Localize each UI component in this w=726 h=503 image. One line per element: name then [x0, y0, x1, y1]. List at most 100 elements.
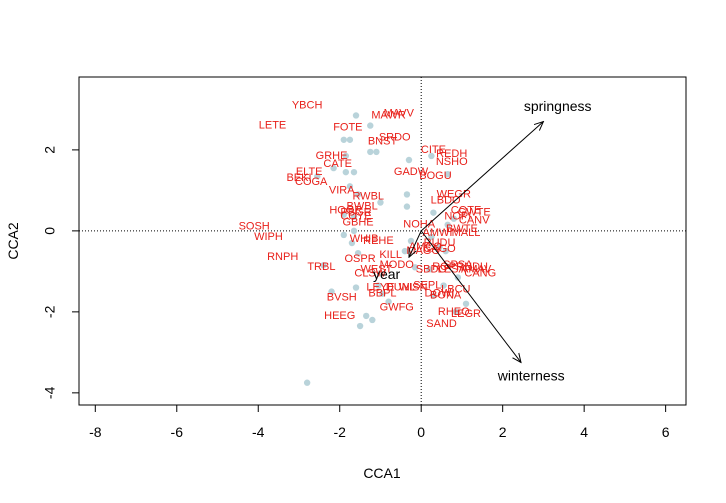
- site-point: [350, 227, 358, 235]
- species-label: AMCO: [409, 241, 442, 253]
- site-point: [340, 211, 347, 218]
- site-point: [442, 247, 449, 255]
- reference-lines: [79, 77, 686, 405]
- site-point: [385, 298, 392, 305]
- x-axis: -8 -6 -4 -2 0 2 4 6: [89, 404, 670, 440]
- species-label: COGA: [295, 176, 328, 188]
- species-label: MODO: [380, 259, 415, 271]
- site-point: [352, 284, 360, 291]
- species-label: OSPR: [345, 253, 376, 265]
- site-point: [348, 239, 356, 247]
- species-label: CAGO: [423, 243, 456, 255]
- site-point: [354, 191, 362, 198]
- site-point: [363, 312, 370, 320]
- species-label: MAVV: [384, 107, 415, 119]
- y-tick-label: 2: [42, 146, 58, 154]
- site-point: [411, 264, 419, 271]
- species-label: LEYE: [366, 281, 394, 293]
- species-label: KILL: [379, 249, 402, 261]
- species-label: LESA: [438, 263, 467, 275]
- species-label: VIRA: [329, 184, 355, 196]
- site-point: [340, 231, 347, 239]
- species-label: AMWI: [423, 227, 453, 239]
- site-point: [350, 213, 358, 220]
- species-label: WIPH: [254, 231, 283, 243]
- species-label: REDH: [436, 148, 467, 160]
- species-label: DUNL: [386, 281, 416, 293]
- site-points: [303, 112, 470, 386]
- species-label: CANV: [459, 215, 490, 227]
- species-label: SBDO: [416, 263, 448, 275]
- site-point: [342, 168, 350, 176]
- y-axis: -4 -2 0 2: [42, 146, 80, 399]
- environment-vectors: springness winterness year: [373, 98, 592, 383]
- y-axis-title: CCA2: [5, 222, 21, 260]
- species-label: LBDO: [431, 194, 461, 206]
- site-point: [426, 266, 433, 273]
- site-point: [403, 203, 411, 210]
- x-tick-label: -4: [252, 424, 265, 440]
- site-point: [367, 148, 374, 156]
- site-point: [342, 152, 350, 160]
- species-label: RWBL: [352, 190, 384, 202]
- site-point: [369, 316, 376, 324]
- x-axis-title: CCA1: [363, 465, 401, 481]
- species-label: PBGR: [340, 207, 371, 219]
- site-point: [430, 209, 437, 216]
- site-point: [375, 282, 382, 289]
- species-label: SAND: [426, 318, 457, 330]
- site-point: [454, 274, 462, 281]
- species-label: BEKI: [286, 172, 311, 184]
- site-point: [346, 183, 354, 190]
- species-label: BVSH: [327, 292, 357, 304]
- species-label: RHEO: [438, 306, 470, 318]
- site-point: [450, 215, 457, 222]
- species-label: YBCH: [292, 99, 323, 111]
- species-label: GWTE: [458, 207, 491, 219]
- species-label: MALL: [452, 227, 481, 239]
- species-label: AMAV: [461, 263, 492, 275]
- site-point: [444, 221, 451, 229]
- species-label: BOGU: [419, 170, 451, 182]
- species-label: NSHO: [436, 156, 468, 168]
- x-tick-label: 0: [417, 424, 425, 440]
- site-point: [401, 247, 409, 255]
- species-label: NOHA: [403, 219, 435, 231]
- species-label: SEPL: [413, 279, 441, 291]
- x-tick-label: 4: [580, 424, 588, 440]
- site-point: [444, 170, 451, 178]
- site-point: [405, 156, 413, 164]
- species-label: WISN: [399, 281, 428, 293]
- site-point: [330, 164, 337, 172]
- site-point: [350, 168, 358, 176]
- env-vector-arrow: [420, 122, 543, 232]
- species-label: HEEG: [324, 310, 355, 322]
- species-label: COTE: [451, 205, 482, 217]
- site-point: [440, 282, 447, 289]
- species-label: RNPH: [267, 251, 298, 263]
- species-label: COYE: [340, 211, 371, 223]
- species-label: SRDO: [379, 132, 411, 144]
- site-point: [430, 292, 437, 299]
- species-label: GBHE: [342, 217, 373, 229]
- x-tick-label: -8: [89, 424, 102, 440]
- site-point: [403, 191, 411, 198]
- y-tick-label: 0: [42, 227, 58, 235]
- site-point: [340, 136, 347, 143]
- species-label: NOPI: [444, 211, 471, 223]
- env-vector-label: springness: [524, 98, 592, 114]
- species-label: BONA: [430, 290, 462, 302]
- y-tick-label: -2: [42, 305, 58, 318]
- site-point: [320, 262, 327, 269]
- y-tick-label: -4: [42, 386, 58, 399]
- species-label: RNDU: [456, 261, 488, 273]
- species-label: CITE: [421, 144, 446, 156]
- species-label: DOWI: [425, 288, 455, 300]
- species-label: GRHE: [316, 150, 348, 162]
- species-label: RUDU: [424, 237, 456, 249]
- x-tick-label: -2: [333, 424, 346, 440]
- site-point: [303, 379, 311, 386]
- x-tick-label: -6: [171, 424, 184, 440]
- species-label: BNST: [368, 136, 398, 148]
